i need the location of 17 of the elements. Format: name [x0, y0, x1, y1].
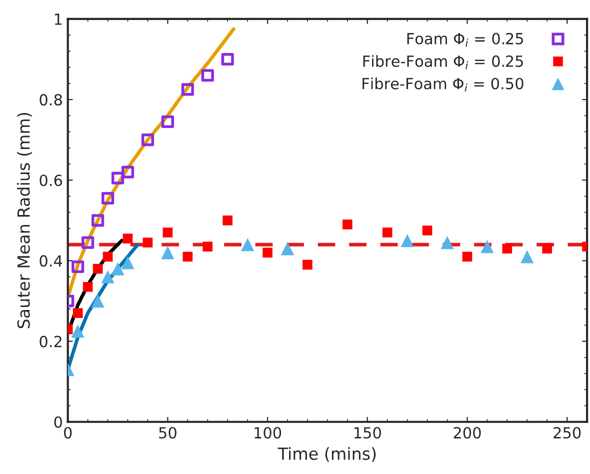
y-tick-label: 1 — [54, 14, 62, 25]
y-tick-label: 0.8 — [40, 94, 62, 106]
x-tick-label: 250 — [554, 426, 581, 439]
legend-label: Fibre-Foam Φ$_{i}$ = 0.25 — [363, 55, 523, 70]
x-axis-title: Time (mins) — [278, 447, 376, 462]
x-tick-label: 50 — [159, 426, 176, 439]
y-axis-title: Sauter Mean Radius (mm) — [17, 113, 32, 328]
x-tick-label: 200 — [454, 426, 481, 439]
y-tick-label: 0.6 — [40, 174, 62, 186]
y-tick-label: 0.4 — [40, 255, 62, 267]
x-tick-label: 100 — [254, 426, 282, 439]
legend-label: Fibre-Foam Φ$_{i}$ = 0.50 — [362, 78, 524, 92]
y-tick-label: 0.2 — [40, 336, 62, 348]
legend-label: Foam Φ$_{i}$ = 0.25 — [407, 32, 524, 47]
x-tick-label: 150 — [354, 426, 381, 439]
x-tick-label: 0 — [64, 426, 72, 439]
y-tick-label: 0 — [54, 416, 62, 428]
